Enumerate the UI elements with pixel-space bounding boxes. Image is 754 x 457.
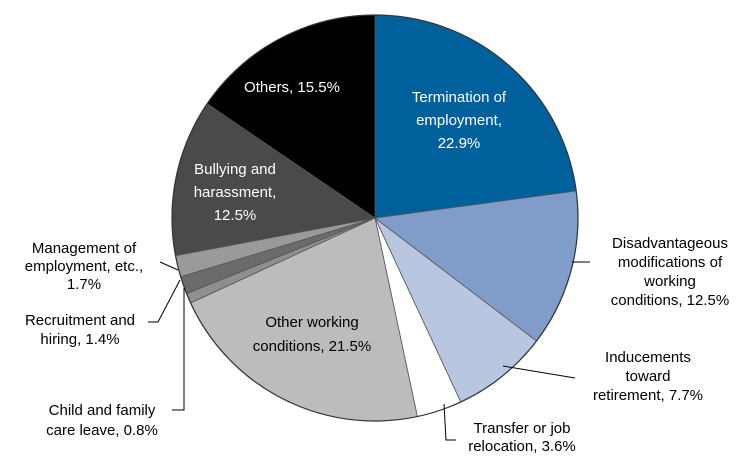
data-label-line: Others, 15.5% (244, 79, 340, 96)
data-label-line: Other working (265, 314, 358, 331)
data-label-line: Management of (32, 240, 137, 257)
leader-line (148, 279, 181, 323)
data-label: Recruitment and hiring, 1.4% (25, 312, 135, 348)
pie-outline (171, 14, 579, 422)
data-label-line: care leave, 0.8% (46, 422, 158, 439)
data-label: Inducements toward retirement, 7.7% (593, 349, 703, 404)
data-label: Bullying and harassment, 12.5% (194, 161, 277, 224)
data-label-line: relocation, 3.6% (468, 438, 576, 455)
leader-lines (148, 261, 590, 441)
leader-line (159, 261, 179, 271)
data-label-line: Disadvantageous (612, 235, 728, 252)
data-label-line: harassment, (194, 184, 277, 201)
leader-line (443, 403, 456, 441)
data-label: Management of employment, etc., 1.7% (25, 240, 143, 293)
slices (171, 14, 579, 422)
data-label-line: 12.5% (214, 207, 257, 224)
data-label-line: Inducements (605, 349, 691, 366)
data-label: Child and family care leave, 0.8% (46, 402, 158, 439)
data-label-line: retirement, 7.7% (593, 387, 703, 404)
data-label-line: employment, (416, 112, 502, 129)
data-label-line: Termination of (412, 89, 507, 106)
data-label-line: toward (625, 368, 670, 385)
data-label-line: 22.9% (438, 135, 481, 152)
data-label-line: 1.7% (67, 276, 101, 293)
data-label-line: conditions, 21.5% (253, 338, 371, 355)
data-label-line: employment, etc., (25, 258, 143, 275)
leader-line (172, 288, 185, 411)
leader-line (502, 365, 576, 379)
data-label: Others, 15.5% (244, 79, 340, 96)
data-label-line: modifications of (618, 254, 723, 271)
data-label: Transfer or job relocation, 3.6% (468, 420, 576, 455)
data-label-line: Recruitment and (25, 312, 135, 329)
data-label: Termination of employment, 22.9% (412, 89, 507, 152)
data-label-line: Transfer or job (474, 420, 571, 437)
data-label-line: Child and family (49, 402, 156, 419)
data-label-line: conditions, 12.5% (611, 292, 729, 309)
data-label-line: Bullying and (194, 161, 276, 178)
data-label-line: hiring, 1.4% (40, 331, 119, 348)
data-label: Disadvantageous modifications of working co… (611, 235, 729, 309)
data-label-line: working (643, 273, 696, 290)
data-label: Other working conditions, 21.5% (253, 314, 371, 355)
